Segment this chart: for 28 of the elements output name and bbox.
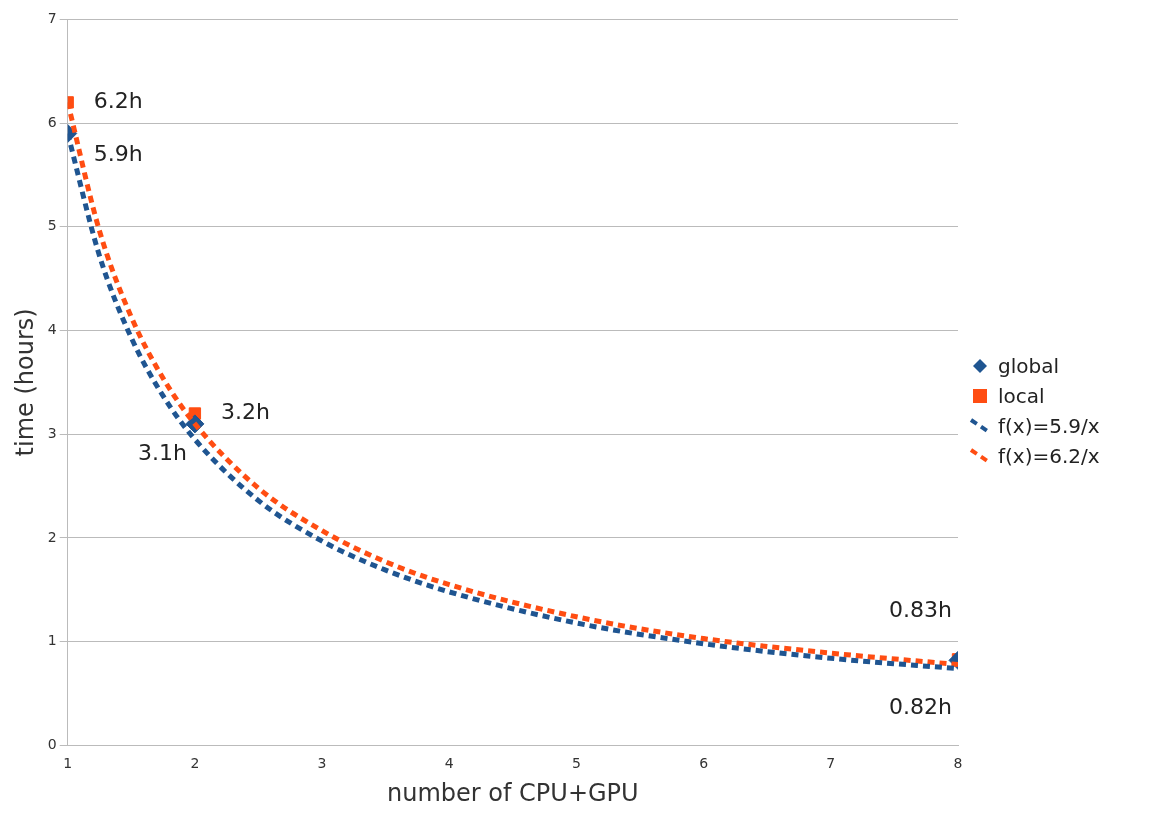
x-tick-label: 1 xyxy=(63,755,73,772)
legend-label: global xyxy=(998,353,1059,378)
data-label: 3.2h xyxy=(220,399,270,425)
data-label: 6.2h xyxy=(93,88,143,114)
data-label: 5.9h xyxy=(93,141,143,167)
x-tick-label: 5 xyxy=(571,755,581,772)
y-tick-label: 6 xyxy=(47,113,57,130)
y-tick-label: 1 xyxy=(47,632,57,649)
legend-label: f(x)=6.2/x xyxy=(998,443,1100,468)
x-tick-label: 6 xyxy=(699,755,709,772)
y-tick-label: 3 xyxy=(47,424,57,441)
y-tick-label: 4 xyxy=(47,321,57,338)
x-tick-label: 4 xyxy=(444,755,454,772)
legend-label: local xyxy=(998,383,1045,408)
x-tick-label: 2 xyxy=(190,755,200,772)
x-axis-title: number of CPU+GPU xyxy=(387,778,639,807)
y-tick-label: 7 xyxy=(47,10,57,27)
legend-label: f(x)=5.9/x xyxy=(998,413,1100,438)
x-tick-label: 7 xyxy=(826,755,836,772)
y-tick-label: 2 xyxy=(47,528,57,545)
y-axis-title: time (hours) xyxy=(10,308,39,457)
y-tick-label: 0 xyxy=(47,736,57,753)
x-tick-label: 3 xyxy=(317,755,327,772)
y-tick-label: 5 xyxy=(47,217,57,234)
x-tick-label: 8 xyxy=(953,755,963,772)
data-label: 3.1h xyxy=(137,439,187,465)
data-label: 0.82h xyxy=(889,694,952,720)
data-label: 0.83h xyxy=(889,597,952,623)
